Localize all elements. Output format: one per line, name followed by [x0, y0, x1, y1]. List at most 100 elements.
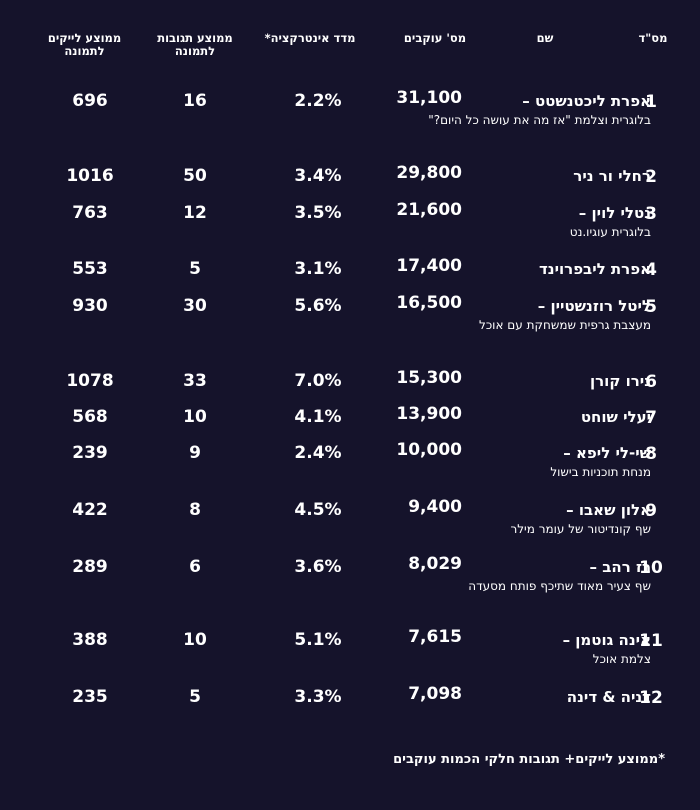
engagement-cell: 5.1% — [294, 630, 342, 650]
likes-cell: 763 — [72, 203, 108, 223]
name-description: שף קונדיטור של עומר מילר — [510, 522, 651, 536]
comments-cell: 50 — [183, 166, 207, 186]
table-row: 10 רז רהב – שף צעיר מאוד שתיכף פותח מסעדה… — [0, 554, 700, 614]
name-description: שף צעיר מאוד שתיכף פותח מסעדה — [468, 579, 651, 593]
comments-cell: 6 — [189, 557, 201, 577]
likes-cell: 422 — [72, 500, 108, 520]
name-description: בלוגרית וצלמת "אז מה את עושה כל היום?" — [428, 113, 651, 127]
engagement-cell: 3.3% — [294, 687, 342, 707]
table-row: 7 יעלי שוחט 13,900 4.1% 10 568 — [0, 404, 700, 464]
engagement-cell: 5.6% — [294, 296, 342, 316]
rank-cell: 10 — [639, 558, 663, 578]
rank-cell: 8 — [645, 444, 657, 464]
name-description: צלמת אוכל — [592, 652, 651, 666]
table-row: 1 אפרת ליכטנשטט – בלוגרית וצלמת "אז מה את… — [0, 88, 700, 148]
name-text: רחלי ור ניר — [573, 167, 651, 185]
name-text: שי-לי ליפא – — [563, 444, 651, 462]
likes-cell: 1078 — [66, 371, 114, 391]
comments-cell: 12 — [183, 203, 207, 223]
rank-cell: 9 — [645, 501, 657, 521]
name-text: דניה & דינה — [566, 688, 651, 706]
name-text: אפרת ליכטנשטט – — [522, 92, 651, 110]
name-description: מעצבת גרפית שמשחקת עם אוכל — [479, 318, 651, 332]
name-text: אינה גוטמן – — [562, 631, 651, 649]
header-engagement: מדד אינטרקציה* — [264, 31, 356, 45]
name-cell: אפרת ליכטנשטט – בלוגרית וצלמת "אז מה את ע… — [391, 91, 651, 130]
likes-cell: 239 — [72, 443, 108, 463]
name-text: אפרת ליבפרוינד — [538, 260, 651, 278]
engagement-cell: 3.6% — [294, 557, 342, 577]
name-text: נטלי לוין – — [578, 204, 651, 222]
likes-cell: 289 — [72, 557, 108, 577]
rank-cell: 2 — [645, 167, 657, 187]
engagement-cell: 3.1% — [294, 259, 342, 279]
name-cell: אלון שאבו – שף קונדיטור של עומר מילר — [391, 500, 651, 539]
name-cell: אינה גוטמן – צלמת אוכל — [391, 630, 651, 669]
footnote: *ממוצע לייקים+ תגובות חלקי הכמות עוקבים — [393, 752, 665, 767]
engagement-cell: 3.5% — [294, 203, 342, 223]
likes-cell: 930 — [72, 296, 108, 316]
header-avg-comments: ממוצע תגובות לתמונה — [157, 31, 233, 58]
comments-cell: 8 — [189, 500, 201, 520]
name-cell: רחלי ור ניר — [391, 166, 651, 186]
engagement-cell: 4.5% — [294, 500, 342, 520]
table-row: 11 אינה גוטמן – צלמת אוכל 7,615 5.1% 10 3… — [0, 627, 700, 687]
header-rank: מס"ד — [638, 31, 668, 45]
followers-cell: 10,000 — [396, 440, 462, 460]
name-cell: דניה & דינה — [391, 687, 651, 707]
followers-cell: 13,900 — [396, 404, 462, 424]
name-text: ליטל רוזנשטיין – — [537, 297, 651, 315]
followers-cell: 9,400 — [408, 497, 462, 517]
name-cell: רז רהב – שף צעיר מאוד שתיכף פותח מסעדה — [391, 557, 651, 596]
rank-cell: 3 — [645, 204, 657, 224]
table-row: 4 אפרת ליבפרוינד 17,400 3.1% 5 553 — [0, 256, 700, 316]
name-description: מנחת תוכניות בישול — [550, 465, 651, 479]
rank-cell: 5 — [645, 297, 657, 317]
engagement-cell: 3.4% — [294, 166, 342, 186]
engagement-cell: 2.2% — [294, 91, 342, 111]
followers-cell: 8,029 — [408, 554, 462, 574]
header-followers: מס' עוקבים — [403, 31, 467, 45]
followers-cell: 16,500 — [396, 293, 462, 313]
followers-cell: 17,400 — [396, 256, 462, 276]
followers-cell: 7,615 — [408, 627, 462, 647]
table-row: 6 נירו קורן 15,300 7.0% 33 1078 — [0, 368, 700, 428]
likes-cell: 1016 — [66, 166, 114, 186]
name-cell: אפרת ליבפרוינד — [391, 259, 651, 279]
name-cell: נירו קורן — [391, 371, 651, 391]
name-cell: יעלי שוחט — [391, 407, 651, 427]
table-row: 8 שי-לי ליפא – מנחת תוכניות בישול 10,000 … — [0, 440, 700, 500]
followers-cell: 15,300 — [396, 368, 462, 388]
rank-cell: 1 — [645, 92, 657, 112]
rank-cell: 6 — [645, 372, 657, 392]
followers-cell: 31,100 — [396, 88, 462, 108]
comments-cell: 5 — [189, 259, 201, 279]
table-row: 9 אלון שאבו – שף קונדיטור של עומר מילר 9,… — [0, 497, 700, 557]
rank-cell: 7 — [645, 408, 657, 428]
likes-cell: 235 — [72, 687, 108, 707]
engagement-cell: 4.1% — [294, 407, 342, 427]
likes-cell: 568 — [72, 407, 108, 427]
name-cell: נטלי לוין – בלוגרית עוגיו.נט — [391, 203, 651, 242]
comments-cell: 9 — [189, 443, 201, 463]
likes-cell: 696 — [72, 91, 108, 111]
rank-cell: 4 — [645, 260, 657, 280]
table-row: 12 דניה & דינה 7,098 3.3% 5 235 — [0, 684, 700, 744]
comments-cell: 10 — [183, 630, 207, 650]
name-text: רז רהב – — [589, 558, 651, 576]
name-cell: שי-לי ליפא – מנחת תוכניות בישול — [391, 443, 651, 482]
table-row: 5 ליטל רוזנשטיין – מעצבת גרפית שמשחקת עם … — [0, 293, 700, 353]
likes-cell: 388 — [72, 630, 108, 650]
name-text: יעלי שוחט — [580, 408, 651, 426]
engagement-cell: 2.4% — [294, 443, 342, 463]
followers-cell: 29,800 — [396, 163, 462, 183]
name-text: אלון שאבו – — [566, 501, 651, 519]
rank-cell: 11 — [639, 631, 663, 651]
comments-cell: 33 — [183, 371, 207, 391]
comments-cell: 30 — [183, 296, 207, 316]
comments-cell: 5 — [189, 687, 201, 707]
likes-cell: 553 — [72, 259, 108, 279]
header-name: שם — [536, 31, 554, 45]
table-row: 2 רחלי ור ניר 29,800 3.4% 50 1016 — [0, 163, 700, 223]
